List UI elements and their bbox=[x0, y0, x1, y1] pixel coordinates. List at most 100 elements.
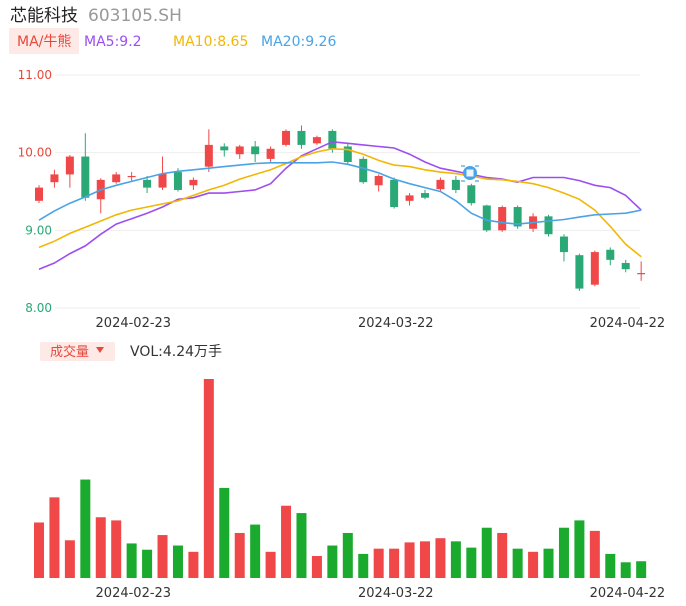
price-date-label: 2024-02-23 bbox=[96, 316, 172, 331]
volume-bar bbox=[543, 548, 554, 578]
volume-bar bbox=[373, 548, 384, 578]
candle-body bbox=[143, 179, 152, 188]
volume-bar bbox=[157, 535, 168, 578]
price-date-axis: 2024-02-23 2024-03-22 2024-04-22 bbox=[96, 316, 666, 331]
volume-bar bbox=[420, 541, 430, 578]
volume-bar bbox=[172, 545, 183, 578]
price-date-label: 2024-04-22 bbox=[590, 316, 666, 331]
stock-code: 603105.SH bbox=[88, 6, 182, 26]
candle-body bbox=[436, 179, 445, 190]
volume-bar bbox=[80, 479, 91, 578]
candle-body bbox=[204, 144, 213, 167]
ma20-label: MA20:9.26 bbox=[261, 34, 336, 50]
candle-body bbox=[575, 255, 584, 289]
event-marker-icon[interactable] bbox=[461, 165, 479, 182]
volume-bar bbox=[404, 542, 415, 578]
candle-body bbox=[282, 130, 291, 145]
volume-bar bbox=[142, 549, 153, 578]
volume-bar bbox=[389, 548, 400, 578]
candle-body bbox=[189, 179, 198, 186]
volume-bar bbox=[481, 527, 492, 578]
price-tick-label: 9.00 bbox=[25, 223, 52, 237]
volume-bar bbox=[265, 551, 276, 578]
price-date-label: 2024-03-22 bbox=[358, 316, 434, 331]
candle-body bbox=[266, 148, 275, 159]
stock-name: 芯能科技 bbox=[10, 6, 78, 26]
candle-body bbox=[65, 156, 74, 175]
volume-bar bbox=[466, 547, 477, 578]
candle-body bbox=[374, 175, 383, 186]
volume-bar bbox=[296, 513, 307, 578]
volume-value: VOL:4.24万手 bbox=[130, 344, 222, 360]
volume-date-label: 2024-03-22 bbox=[358, 586, 434, 601]
ma5-line bbox=[38, 140, 642, 270]
ma-bull-label: MA/牛熊 bbox=[17, 34, 71, 50]
volume-bar bbox=[281, 505, 292, 578]
candle-body bbox=[297, 130, 306, 145]
chevron-down-icon bbox=[96, 347, 104, 353]
volume-bar bbox=[64, 540, 75, 578]
candle-body bbox=[81, 156, 90, 198]
volume-bar bbox=[311, 556, 322, 578]
candle-body bbox=[544, 216, 553, 235]
candle-body bbox=[50, 174, 59, 183]
price-tick-label: 8.00 bbox=[25, 301, 52, 315]
volume-bar bbox=[219, 487, 230, 578]
volume-bar bbox=[620, 562, 631, 578]
candle-body bbox=[112, 174, 121, 183]
candle-body bbox=[621, 262, 630, 270]
ma10-label: MA10:8.65 bbox=[173, 34, 248, 50]
ma5-label: MA5:9.2 bbox=[84, 34, 142, 50]
volume-bar bbox=[528, 551, 539, 578]
volume-date-label: 2024-04-22 bbox=[590, 586, 666, 601]
candle-body bbox=[312, 137, 321, 144]
volume-bar bbox=[95, 517, 106, 578]
volume-bar bbox=[558, 527, 569, 578]
candle-body bbox=[343, 146, 352, 162]
candle-body bbox=[173, 172, 182, 190]
volume-bar bbox=[574, 520, 585, 578]
moving-average-lines bbox=[38, 140, 642, 270]
volume-selector[interactable] bbox=[40, 342, 115, 361]
volume-bar bbox=[450, 541, 461, 578]
volume-bar bbox=[497, 532, 508, 578]
candle-body bbox=[328, 130, 337, 149]
candle-body bbox=[606, 249, 615, 260]
price-grid bbox=[55, 74, 640, 309]
candle-body bbox=[390, 179, 399, 208]
volume-bar bbox=[589, 530, 600, 578]
price-axis: 11.00 10.00 9.00 8.00 bbox=[18, 68, 52, 315]
volume-bar bbox=[188, 551, 199, 578]
volume-series bbox=[34, 379, 647, 578]
volume-bar bbox=[234, 532, 245, 578]
volume-date-label: 2024-02-23 bbox=[96, 586, 172, 601]
candle-body bbox=[220, 146, 229, 151]
candle-body bbox=[559, 236, 568, 253]
ma20-line bbox=[38, 161, 642, 225]
ma10-line bbox=[38, 147, 642, 258]
candle-body bbox=[498, 207, 507, 231]
candle-body bbox=[637, 273, 646, 275]
candle-body bbox=[158, 173, 167, 188]
volume-bar bbox=[203, 379, 214, 578]
candle-body bbox=[35, 187, 43, 201]
volume-bar bbox=[327, 545, 338, 578]
volume-bar bbox=[342, 532, 353, 578]
volume-bar bbox=[636, 561, 647, 578]
candlestick-series bbox=[35, 125, 646, 291]
volume-bar bbox=[512, 548, 523, 578]
candle-body bbox=[513, 207, 522, 227]
volume-date-axis: 2024-02-23 2024-03-22 2024-04-22 bbox=[96, 586, 666, 601]
candle-body bbox=[451, 179, 460, 190]
candle-body bbox=[235, 146, 244, 155]
price-tick-label: 11.00 bbox=[18, 68, 52, 82]
candle-body bbox=[482, 205, 491, 231]
candle-body bbox=[405, 195, 414, 201]
volume-bar bbox=[605, 553, 616, 578]
volume-bar bbox=[435, 538, 446, 578]
candle-body bbox=[421, 193, 429, 198]
volume-bar bbox=[111, 520, 122, 578]
volume-bar bbox=[34, 522, 44, 578]
ma-bull-tag[interactable] bbox=[9, 28, 79, 54]
